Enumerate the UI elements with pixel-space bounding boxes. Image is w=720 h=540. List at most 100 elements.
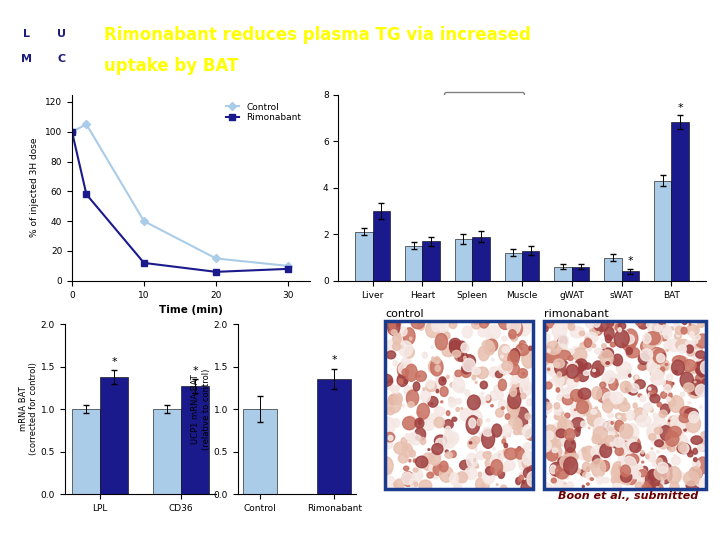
Ellipse shape [557, 469, 558, 471]
Ellipse shape [557, 394, 563, 401]
Ellipse shape [541, 326, 548, 332]
Ellipse shape [584, 363, 591, 369]
Ellipse shape [610, 423, 613, 427]
Ellipse shape [618, 329, 629, 341]
Ellipse shape [634, 380, 645, 389]
Ellipse shape [557, 349, 558, 351]
Ellipse shape [402, 357, 411, 365]
Ellipse shape [522, 458, 529, 468]
Ellipse shape [668, 424, 683, 441]
Ellipse shape [696, 479, 698, 483]
Ellipse shape [518, 427, 524, 435]
Ellipse shape [620, 424, 633, 438]
Ellipse shape [463, 471, 469, 477]
Ellipse shape [501, 485, 506, 491]
Y-axis label: % of injected 3H dose: % of injected 3H dose [30, 138, 40, 238]
Ellipse shape [664, 341, 672, 350]
Ellipse shape [673, 442, 678, 446]
Control [82, 121, 91, 127]
Ellipse shape [508, 318, 520, 330]
Ellipse shape [626, 385, 633, 393]
Ellipse shape [648, 393, 654, 398]
Bar [423, 241, 440, 281]
Ellipse shape [477, 465, 479, 468]
Ellipse shape [402, 471, 414, 487]
Ellipse shape [635, 482, 642, 489]
Ellipse shape [465, 390, 470, 396]
Ellipse shape [619, 448, 625, 455]
Ellipse shape [516, 477, 521, 485]
Ellipse shape [585, 333, 598, 343]
Ellipse shape [641, 453, 644, 456]
Ellipse shape [631, 465, 642, 478]
Ellipse shape [510, 335, 518, 341]
Ellipse shape [633, 408, 647, 422]
Ellipse shape [564, 413, 570, 418]
Ellipse shape [555, 369, 569, 386]
Ellipse shape [580, 357, 583, 361]
Ellipse shape [669, 420, 670, 422]
Ellipse shape [625, 436, 640, 451]
Ellipse shape [421, 453, 434, 470]
Ellipse shape [569, 349, 575, 354]
Text: *: * [331, 355, 337, 365]
Ellipse shape [667, 349, 668, 352]
Ellipse shape [404, 386, 412, 395]
Ellipse shape [386, 433, 390, 437]
Ellipse shape [405, 434, 410, 440]
Ellipse shape [576, 469, 580, 473]
Ellipse shape [564, 457, 577, 475]
Ellipse shape [570, 327, 585, 338]
Ellipse shape [590, 478, 593, 481]
Ellipse shape [485, 467, 494, 475]
Ellipse shape [508, 392, 521, 409]
Ellipse shape [664, 381, 672, 390]
Ellipse shape [670, 361, 684, 374]
Ellipse shape [475, 396, 485, 405]
Ellipse shape [684, 429, 686, 431]
Ellipse shape [418, 420, 421, 424]
Ellipse shape [675, 370, 678, 374]
Ellipse shape [659, 410, 667, 417]
Ellipse shape [384, 476, 395, 489]
Ellipse shape [523, 425, 532, 438]
Ellipse shape [570, 389, 582, 401]
Ellipse shape [518, 322, 531, 336]
Ellipse shape [652, 318, 665, 334]
Ellipse shape [558, 419, 567, 429]
Ellipse shape [459, 471, 464, 476]
Ellipse shape [398, 363, 411, 375]
Bar [455, 239, 472, 281]
Ellipse shape [594, 418, 606, 429]
Ellipse shape [418, 474, 422, 478]
Ellipse shape [603, 392, 616, 406]
Ellipse shape [667, 467, 681, 484]
Ellipse shape [428, 360, 438, 373]
Ellipse shape [431, 359, 443, 376]
Ellipse shape [577, 370, 588, 381]
Ellipse shape [393, 333, 401, 345]
Ellipse shape [657, 354, 665, 363]
Ellipse shape [689, 411, 699, 423]
Ellipse shape [404, 380, 408, 383]
Ellipse shape [622, 334, 634, 345]
Ellipse shape [498, 345, 510, 362]
Ellipse shape [694, 381, 696, 382]
Ellipse shape [529, 346, 532, 350]
Ellipse shape [471, 436, 480, 444]
Ellipse shape [442, 347, 454, 356]
Ellipse shape [647, 424, 662, 441]
Ellipse shape [678, 360, 683, 366]
Ellipse shape [633, 403, 637, 408]
Ellipse shape [544, 320, 554, 328]
Ellipse shape [507, 317, 521, 335]
Text: Patrick Rensen: Patrick Rensen [29, 520, 122, 530]
Ellipse shape [402, 369, 408, 376]
Ellipse shape [595, 348, 603, 354]
Ellipse shape [423, 418, 435, 430]
Ellipse shape [586, 467, 590, 471]
Ellipse shape [592, 387, 602, 400]
Ellipse shape [542, 357, 549, 364]
Ellipse shape [557, 339, 562, 344]
Ellipse shape [541, 402, 552, 410]
